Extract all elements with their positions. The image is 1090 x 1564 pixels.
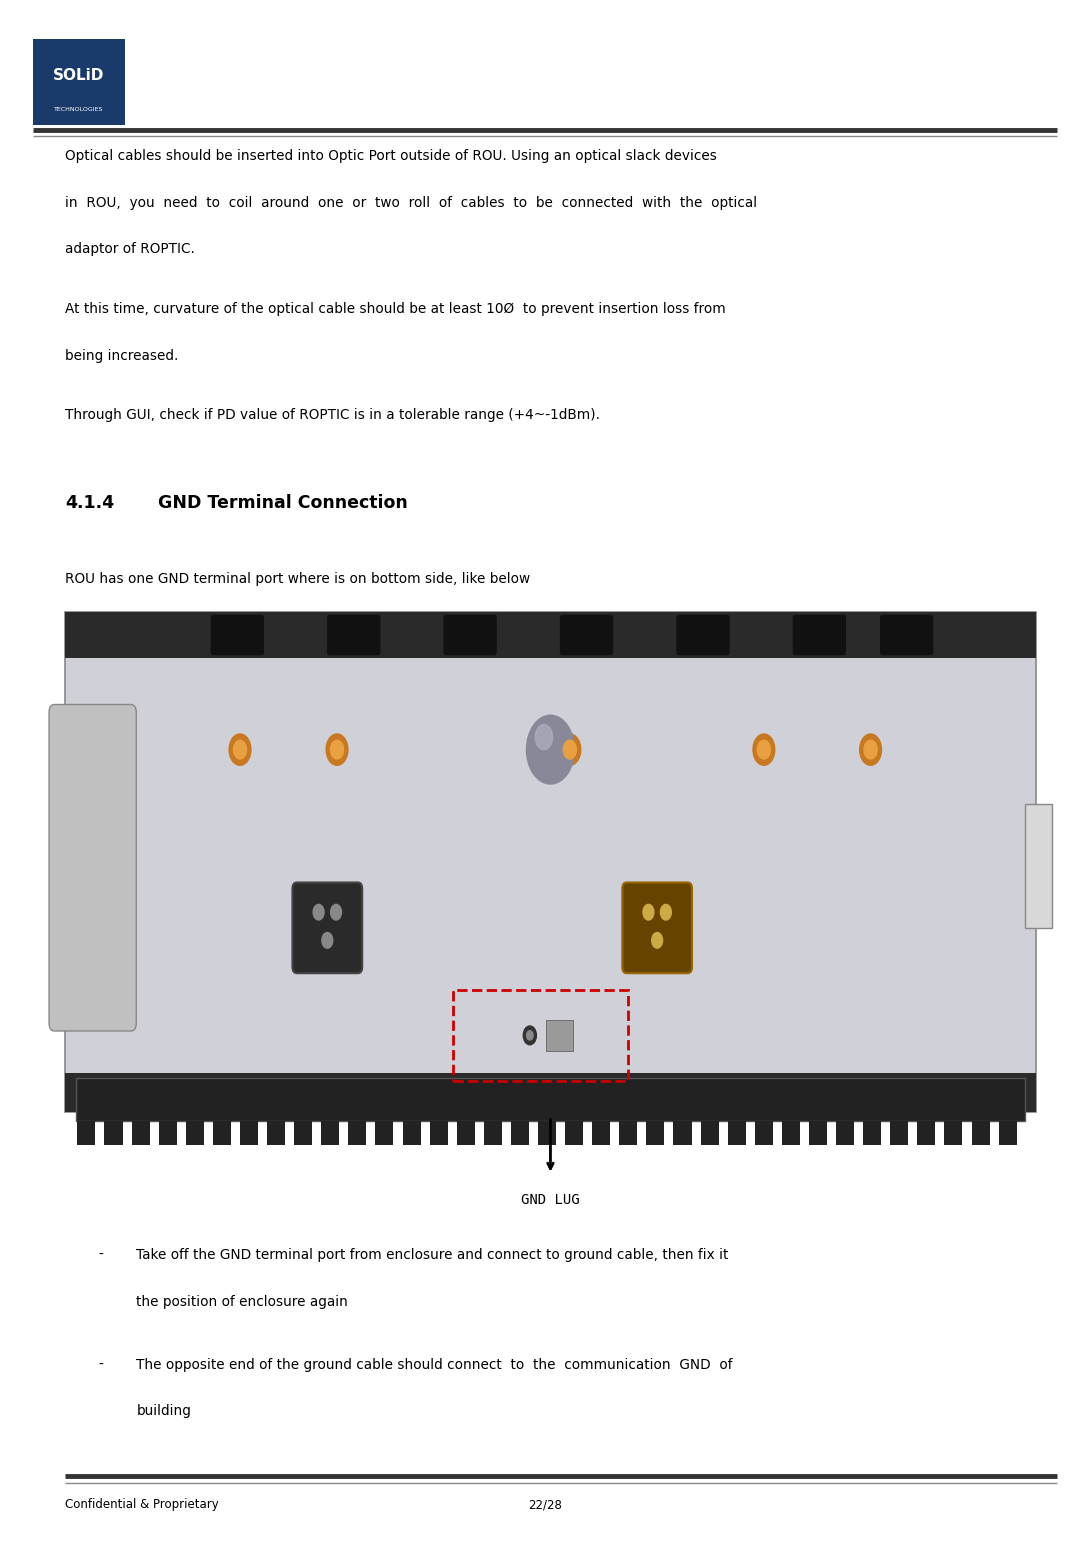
FancyBboxPatch shape [240,1121,258,1145]
Circle shape [322,932,332,948]
FancyBboxPatch shape [538,1121,556,1145]
FancyBboxPatch shape [891,1121,908,1145]
FancyBboxPatch shape [65,612,1036,1112]
FancyBboxPatch shape [918,1121,935,1145]
FancyBboxPatch shape [754,1121,773,1145]
FancyBboxPatch shape [546,1020,573,1051]
Text: TECHNOLOGIES: TECHNOLOGIES [54,108,104,113]
Text: Through GUI, check if PD value of ROPTIC is in a tolerable range (+4~-1dBm).: Through GUI, check if PD value of ROPTIC… [65,408,601,422]
FancyBboxPatch shape [880,615,933,655]
FancyBboxPatch shape [105,1121,122,1145]
Circle shape [523,1026,536,1045]
Text: GND Terminal Connection: GND Terminal Connection [158,494,408,513]
FancyBboxPatch shape [65,612,1036,658]
Circle shape [526,715,574,784]
FancyBboxPatch shape [484,1121,501,1145]
Circle shape [330,904,341,920]
FancyBboxPatch shape [511,1121,529,1145]
Circle shape [526,1031,533,1040]
Circle shape [564,740,577,759]
Text: the position of enclosure again: the position of enclosure again [136,1295,348,1309]
FancyBboxPatch shape [210,615,264,655]
FancyBboxPatch shape [76,1078,1025,1121]
FancyBboxPatch shape [65,1073,1036,1112]
Text: The opposite end of the ground cable should connect  to  the  communication  GND: The opposite end of the ground cable sho… [136,1358,732,1372]
Circle shape [330,740,343,759]
Text: SOLiD: SOLiD [53,67,105,83]
FancyBboxPatch shape [132,1121,149,1145]
Circle shape [661,904,671,920]
FancyBboxPatch shape [49,704,136,1031]
Text: At this time, curvature of the optical cable should be at least 10Ø  to prevent : At this time, curvature of the optical c… [65,302,726,316]
FancyBboxPatch shape [998,1121,1017,1145]
FancyBboxPatch shape [77,1121,96,1145]
FancyBboxPatch shape [728,1121,746,1145]
Text: in  ROU,  you  need  to  coil  around  one  or  two  roll  of  cables  to  be  c: in ROU, you need to coil around one or t… [65,196,758,210]
Text: ROU has one GND terminal port where is on bottom side, like below: ROU has one GND terminal port where is o… [65,572,531,586]
FancyBboxPatch shape [349,1121,366,1145]
Text: -: - [98,1358,102,1372]
Circle shape [233,740,246,759]
FancyBboxPatch shape [565,1121,583,1145]
FancyBboxPatch shape [185,1121,204,1145]
Circle shape [643,904,654,920]
FancyBboxPatch shape [375,1121,393,1145]
Circle shape [535,724,553,749]
FancyBboxPatch shape [622,882,692,973]
FancyBboxPatch shape [322,1121,339,1145]
Text: building: building [136,1404,191,1419]
FancyBboxPatch shape [213,1121,231,1145]
Circle shape [864,740,877,759]
Text: Take off the GND terminal port from enclosure and connect to ground cable, then : Take off the GND terminal port from encl… [136,1248,728,1262]
Text: Optical cables should be inserted into Optic Port outside of ROU. Using an optic: Optical cables should be inserted into O… [65,149,717,163]
Text: 22/28: 22/28 [528,1498,562,1511]
FancyBboxPatch shape [592,1121,610,1145]
FancyBboxPatch shape [701,1121,718,1145]
Circle shape [229,734,251,765]
Text: GND LUG: GND LUG [521,1193,580,1207]
FancyBboxPatch shape [267,1121,286,1145]
Text: 4.1.4: 4.1.4 [65,494,114,513]
Circle shape [313,904,324,920]
FancyBboxPatch shape [560,615,614,655]
FancyBboxPatch shape [863,1121,881,1145]
Circle shape [753,734,775,765]
Circle shape [860,734,882,765]
Circle shape [326,734,348,765]
Text: -: - [98,1248,102,1262]
FancyBboxPatch shape [327,615,380,655]
Circle shape [758,740,771,759]
FancyBboxPatch shape [676,615,729,655]
FancyBboxPatch shape [294,1121,312,1145]
Text: Confidential & Proprietary: Confidential & Proprietary [65,1498,219,1511]
FancyBboxPatch shape [944,1121,962,1145]
FancyBboxPatch shape [33,39,125,125]
FancyBboxPatch shape [792,615,846,655]
Text: adaptor of ROPTIC.: adaptor of ROPTIC. [65,242,195,256]
FancyBboxPatch shape [971,1121,990,1145]
FancyBboxPatch shape [444,615,497,655]
FancyBboxPatch shape [646,1121,665,1145]
Circle shape [652,932,663,948]
FancyBboxPatch shape [159,1121,177,1145]
FancyBboxPatch shape [457,1121,475,1145]
FancyBboxPatch shape [836,1121,855,1145]
FancyBboxPatch shape [619,1121,638,1145]
FancyBboxPatch shape [292,882,362,973]
FancyBboxPatch shape [1025,804,1052,927]
Text: being increased.: being increased. [65,349,179,363]
Circle shape [559,734,581,765]
FancyBboxPatch shape [429,1121,448,1145]
FancyBboxPatch shape [674,1121,691,1145]
FancyBboxPatch shape [782,1121,800,1145]
FancyBboxPatch shape [402,1121,421,1145]
FancyBboxPatch shape [809,1121,827,1145]
